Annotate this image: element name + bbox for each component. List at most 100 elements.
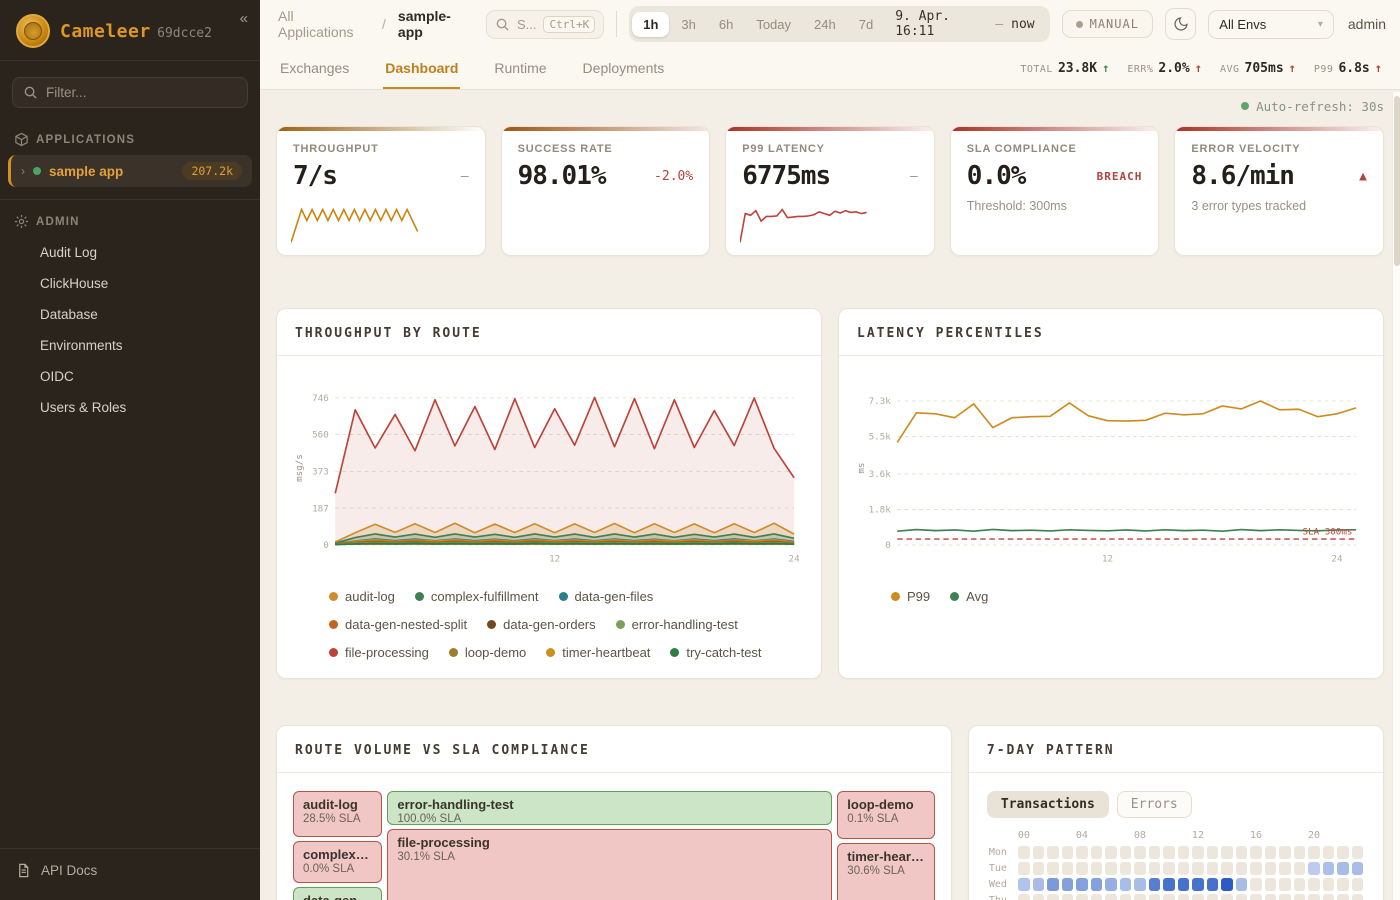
sidebar-item-clickhouse[interactable]: ClickHouse	[40, 276, 109, 291]
heatmap-cell[interactable]	[1047, 862, 1059, 875]
heatmap-cell[interactable]	[1323, 846, 1335, 859]
legend-item-audit-log[interactable]: audit-log	[329, 589, 395, 604]
heatmap-cell[interactable]	[1119, 846, 1131, 859]
heatmap-cell[interactable]	[1206, 846, 1219, 859]
heatmap-cell[interactable]	[1119, 862, 1131, 875]
heatmap-cell[interactable]	[1133, 862, 1146, 875]
heatmap-cell[interactable]	[1337, 894, 1349, 900]
heatmap-cell[interactable]	[1133, 846, 1146, 859]
custom-time-range[interactable]: 9. Apr. 16:11 — now	[885, 9, 1046, 39]
heatmap-cell[interactable]	[1235, 862, 1247, 875]
heatmap-cell[interactable]	[1307, 878, 1321, 891]
breadcrumb-all-applications[interactable]: All Applications	[278, 8, 354, 40]
legend-item-p99[interactable]: P99	[891, 589, 930, 604]
heatmap-cell[interactable]	[1351, 894, 1363, 900]
heatmap-cell[interactable]	[1075, 894, 1088, 900]
legend-item-avg[interactable]: Avg	[950, 589, 988, 604]
heatmap-cell[interactable]	[1249, 878, 1262, 891]
heatmap-cell[interactable]	[1337, 862, 1349, 875]
sidebar-item-users-roles[interactable]: Users & Roles	[40, 400, 127, 415]
global-search-button[interactable]: S... Ctrl+K	[485, 9, 605, 39]
legend-item-error-handling-test[interactable]: error-handling-test	[615, 617, 738, 632]
time-range-1h[interactable]: 1h	[632, 11, 670, 37]
heatmap-cell[interactable]	[1177, 846, 1189, 859]
time-range-3h[interactable]: 3h	[670, 12, 706, 37]
heatmap-cell[interactable]	[1265, 846, 1277, 859]
legend-item-timer-heartbeat[interactable]: timer-heartbeat	[546, 645, 650, 660]
heatmap-cell[interactable]	[1191, 878, 1204, 891]
heatmap-cell[interactable]	[1017, 846, 1030, 859]
time-range-6h[interactable]: 6h	[708, 12, 744, 37]
heatmap-cell[interactable]	[1249, 846, 1262, 859]
sidebar-item-database[interactable]: Database	[40, 307, 98, 322]
heatmap-cell[interactable]	[1075, 878, 1088, 891]
sidebar-filter-input[interactable]: Filter...	[12, 77, 248, 108]
kpi-card-success-rate[interactable]: SUCCESS RATE 98.01% -2.0%	[500, 126, 711, 256]
sidebar-item-api-docs[interactable]: API Docs	[0, 848, 260, 900]
env-select[interactable]: All Envs ▾	[1208, 9, 1334, 39]
heatmap-cell[interactable]	[1163, 894, 1175, 900]
tab-deployments[interactable]: Deployments	[582, 59, 665, 76]
heatmap-cell[interactable]	[1061, 846, 1073, 859]
tab-runtime[interactable]: Runtime	[494, 59, 547, 76]
heatmap-cell[interactable]	[1148, 878, 1161, 891]
heatmap-cell[interactable]	[1017, 894, 1030, 900]
heatmap-cell[interactable]	[1090, 894, 1103, 900]
heatmap-cell[interactable]	[1105, 878, 1117, 891]
heatmap-cell[interactable]	[1279, 846, 1291, 859]
heatmap-cell[interactable]	[1017, 878, 1030, 891]
toggle-errors[interactable]: Errors	[1116, 791, 1192, 818]
heatmap-cell[interactable]	[1293, 878, 1305, 891]
toggle-transactions[interactable]: Transactions	[986, 791, 1109, 818]
legend-item-try-catch-test[interactable]: try-catch-test	[670, 645, 762, 660]
heatmap-cell[interactable]	[1279, 894, 1291, 900]
heatmap-cell[interactable]	[1061, 894, 1073, 900]
heatmap-cell[interactable]	[1133, 878, 1146, 891]
scrollbar[interactable]	[1392, 92, 1400, 900]
heatmap-cell[interactable]	[1090, 846, 1103, 859]
heatmap-cell[interactable]	[1337, 846, 1349, 859]
heatmap-cell[interactable]	[1047, 894, 1059, 900]
throughput-by-route-chart[interactable]: 0 187 373 560 746 12 24 msg/s	[291, 372, 807, 577]
heatmap-cell[interactable]	[1163, 846, 1175, 859]
heatmap-cell[interactable]	[1235, 846, 1247, 859]
treemap-item-data-gen-files[interactable]: data-gen-files100.0% SLA	[293, 887, 383, 900]
heatmap-cell[interactable]	[1235, 894, 1247, 900]
heatmap-cell[interactable]	[1323, 878, 1335, 891]
legend-item-complex-fulfillment[interactable]: complex-fulfillment	[414, 589, 539, 604]
heatmap-cell[interactable]	[1293, 894, 1305, 900]
sidebar-item-environments[interactable]: Environments	[40, 338, 123, 353]
heatmap-cell[interactable]	[1265, 894, 1277, 900]
treemap-item-complex-fulfillment[interactable]: complex-fulfillment0.0% SLA	[293, 841, 383, 883]
legend-item-data-gen-nested-split[interactable]: data-gen-nested-split	[329, 617, 467, 632]
heatmap-cell[interactable]	[1119, 878, 1131, 891]
sidebar-collapse-icon[interactable]: «	[239, 10, 248, 27]
heatmap-cell[interactable]	[1265, 862, 1277, 875]
time-range-today[interactable]: Today	[745, 12, 802, 37]
heatmap-cell[interactable]	[1177, 862, 1189, 875]
heatmap-cell[interactable]	[1061, 878, 1073, 891]
heatmap-cell[interactable]	[1191, 846, 1204, 859]
heatmap-cell[interactable]	[1148, 862, 1161, 875]
heatmap-cell[interactable]	[1221, 846, 1233, 859]
heatmap-cell[interactable]	[1206, 894, 1219, 900]
heatmap-cell[interactable]	[1279, 862, 1291, 875]
heatmap-cell[interactable]	[1163, 862, 1175, 875]
user-label[interactable]: admin	[1347, 16, 1387, 32]
heatmap-cell[interactable]	[1032, 862, 1045, 875]
heatmap-cell[interactable]	[1221, 894, 1233, 900]
tab-exchanges[interactable]: Exchanges	[280, 59, 350, 76]
scrollbar-thumb[interactable]	[1394, 96, 1400, 266]
sidebar-item-audit-log[interactable]: Audit Log	[40, 245, 98, 260]
heatmap-cell[interactable]	[1148, 846, 1161, 859]
heatmap-cell[interactable]	[1191, 894, 1204, 900]
treemap-item-audit-log[interactable]: audit-log 28.5% SLA	[293, 791, 383, 837]
kpi-card-error-velocity[interactable]: ERROR VELOCITY 8.6/min ▲ 3 error types trac…	[1174, 126, 1384, 256]
heatmap-cell[interactable]	[1047, 846, 1059, 859]
heatmap-cell[interactable]	[1221, 878, 1233, 891]
sidebar-item-oidc[interactable]: OIDC	[40, 369, 74, 384]
tab-dashboard[interactable]: Dashboard	[383, 48, 461, 89]
heatmap-cell[interactable]	[1017, 862, 1030, 875]
heatmap-cell[interactable]	[1032, 846, 1045, 859]
heatmap-cell[interactable]	[1307, 894, 1321, 900]
